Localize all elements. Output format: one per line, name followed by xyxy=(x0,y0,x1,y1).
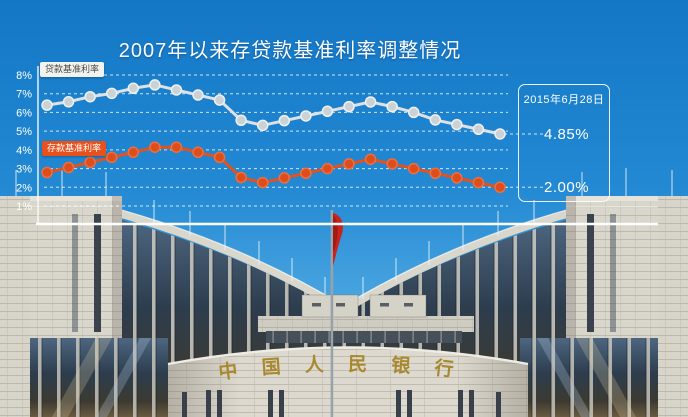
legend-loan-rate-label: 贷款基准利率 xyxy=(40,62,105,77)
data-point xyxy=(149,79,161,91)
y-tick-label: 3% xyxy=(16,164,32,176)
y-tick-label: 2% xyxy=(16,182,32,194)
data-point xyxy=(407,162,420,175)
data-point xyxy=(407,106,420,119)
data-point xyxy=(321,105,334,118)
data-point xyxy=(41,166,53,179)
data-point xyxy=(494,181,506,194)
data-point xyxy=(127,82,140,95)
y-tick-label: 6% xyxy=(16,107,32,119)
y-tick-label: 8% xyxy=(16,70,32,82)
data-point xyxy=(213,94,226,106)
data-point xyxy=(494,128,506,140)
data-point xyxy=(278,114,291,127)
data-point xyxy=(386,158,398,170)
data-point xyxy=(343,100,355,113)
y-tick-label: 5% xyxy=(16,126,32,138)
data-point xyxy=(84,156,96,169)
y-tick-label: 7% xyxy=(16,89,32,101)
drum-window-slits xyxy=(182,390,501,417)
data-point xyxy=(451,118,463,131)
data-point xyxy=(429,167,442,179)
data-point xyxy=(235,114,247,127)
loan-rate-value: 4.85% xyxy=(544,126,590,143)
data-point xyxy=(105,87,118,100)
data-point xyxy=(127,146,140,159)
data-point xyxy=(386,100,398,113)
data-point xyxy=(364,96,377,108)
data-point xyxy=(170,141,183,153)
data-point xyxy=(429,114,442,126)
data-point xyxy=(451,172,463,184)
data-point xyxy=(278,172,291,184)
data-point xyxy=(149,141,161,153)
adjustment-date: 2015年6月28日 xyxy=(523,94,605,106)
data-point xyxy=(170,84,183,96)
data-point xyxy=(364,153,377,165)
data-point xyxy=(84,90,96,103)
data-point xyxy=(62,161,75,174)
data-point xyxy=(300,167,312,179)
data-point xyxy=(256,119,269,132)
data-point xyxy=(472,176,485,189)
building-center-section xyxy=(258,294,474,343)
building-central-drum: 中国人民银行 xyxy=(167,346,529,417)
lower-glass-wall xyxy=(30,338,168,417)
legend-deposit-rate-label: 存款基准利率 xyxy=(42,141,107,156)
deposit-rate-value: 2.00% xyxy=(544,179,590,196)
latest-adjustment-box: 2015年6月28日 4.85% 2.00% xyxy=(518,84,610,202)
data-point xyxy=(62,96,75,108)
data-point xyxy=(472,123,485,136)
data-point xyxy=(321,162,334,175)
y-tick-label: 1% xyxy=(16,201,32,213)
data-point xyxy=(192,89,204,101)
data-point xyxy=(256,176,269,189)
series-line-0 xyxy=(46,83,501,136)
data-point xyxy=(343,158,355,170)
series-line-1 xyxy=(46,145,501,189)
data-point xyxy=(300,110,312,122)
y-tick-label: 4% xyxy=(16,145,32,157)
data-point xyxy=(105,151,118,164)
chart-title: 2007年以来存贷款基准利率调整情况 xyxy=(118,40,462,62)
data-point xyxy=(235,171,247,184)
data-point xyxy=(213,151,226,164)
flag-pole xyxy=(330,210,334,417)
data-point xyxy=(192,146,204,159)
data-point xyxy=(41,99,53,111)
